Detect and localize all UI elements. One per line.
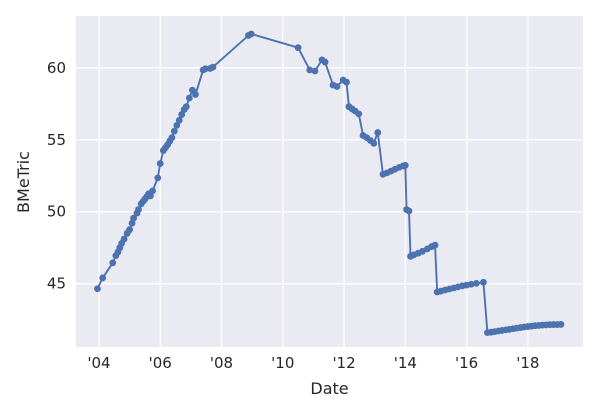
- data-point: [130, 214, 137, 222]
- data-point: [370, 139, 378, 147]
- x-tick-label: '12: [332, 354, 355, 372]
- data-point: [311, 67, 319, 75]
- data-point: [480, 278, 487, 286]
- data-point: [149, 187, 156, 195]
- plot-background: [76, 16, 583, 347]
- data-point: [472, 279, 480, 287]
- y-tick-label: 45: [47, 275, 66, 293]
- data-point: [343, 78, 350, 86]
- data-point: [120, 235, 128, 243]
- y-axis-label: BMeTric: [14, 151, 33, 213]
- y-tick-label: 55: [47, 131, 66, 149]
- data-point: [182, 103, 190, 111]
- x-tick-label: '10: [271, 354, 294, 372]
- data-point: [209, 63, 217, 71]
- data-point: [192, 91, 199, 98]
- data-point: [557, 321, 565, 328]
- data-point: [355, 110, 363, 118]
- data-point: [126, 226, 134, 234]
- data-point: [333, 83, 341, 90]
- data-point: [321, 58, 329, 66]
- data-point: [185, 94, 193, 102]
- data-point: [94, 285, 101, 293]
- data-point: [173, 121, 181, 129]
- x-tick-label: '14: [394, 354, 417, 372]
- data-point: [99, 274, 107, 282]
- data-point: [431, 241, 439, 249]
- x-tick-label: '08: [210, 354, 233, 372]
- data-point: [178, 111, 186, 118]
- data-point: [306, 66, 314, 74]
- y-tick-label: 60: [47, 59, 66, 77]
- data-point: [405, 207, 413, 215]
- data-point: [294, 44, 302, 52]
- x-tick-label: '06: [149, 354, 172, 372]
- x-tick-label: '18: [516, 354, 539, 372]
- data-point: [168, 134, 176, 142]
- data-point: [401, 161, 409, 169]
- data-point: [156, 160, 164, 167]
- y-tick-label: 50: [47, 203, 66, 221]
- data-point: [467, 280, 475, 288]
- x-tick-label: '04: [87, 354, 110, 372]
- data-point: [170, 127, 178, 135]
- data-point: [247, 30, 255, 38]
- x-axis-label: Date: [310, 379, 349, 398]
- data-point: [201, 65, 209, 73]
- data-point: [175, 116, 183, 124]
- data-point: [109, 259, 117, 267]
- data-point: [135, 206, 142, 213]
- x-tick-label: '16: [455, 354, 478, 372]
- data-point: [154, 174, 162, 182]
- data-point: [374, 129, 382, 136]
